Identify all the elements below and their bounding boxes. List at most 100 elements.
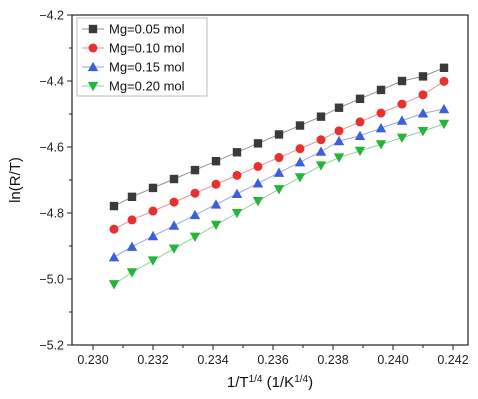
data-point: [273, 185, 285, 195]
legend-item: Mg=0.05 mol: [82, 22, 185, 37]
data-point: [210, 220, 222, 231]
data-point: [169, 174, 179, 184]
x-tick-label: 0.232: [137, 353, 168, 367]
data-point: [190, 165, 200, 175]
legend-marker: [88, 24, 98, 34]
data-point: [294, 156, 306, 167]
data-point: [126, 241, 138, 251]
data-point: [252, 196, 264, 207]
y-tick-label: −5.2: [39, 339, 64, 353]
data-point: [439, 76, 449, 86]
y-tick-label: −4.4: [39, 75, 64, 89]
data-point: [273, 167, 285, 177]
legend-label: Mg=0.05 mol: [109, 22, 185, 37]
x-axis-ticks: 0.230 0.232 0.234 0.236 0.238 0.240 0.242: [77, 345, 469, 367]
data-point: [274, 153, 284, 163]
legend-marker: [88, 43, 98, 53]
data-point: [253, 139, 263, 148]
data-point: [109, 224, 119, 234]
data-point: [376, 85, 386, 95]
data-point: [354, 146, 366, 157]
data-point: [397, 76, 407, 86]
data-point: [316, 135, 326, 145]
data-point: [211, 156, 221, 166]
data-point: [376, 108, 386, 118]
data-point: [438, 119, 450, 130]
data-point: [438, 103, 450, 114]
y-tick-label: −5.0: [39, 273, 64, 287]
data-point: [147, 256, 159, 266]
data-point: [355, 117, 365, 127]
data-point: [127, 192, 137, 202]
data-point: [253, 161, 263, 171]
legend-label: Mg=0.20 mol: [109, 79, 185, 94]
data-point: [190, 188, 200, 198]
data-point: [126, 268, 138, 278]
legend-item: Mg=0.20 mol: [82, 79, 185, 94]
data-point: [375, 140, 387, 150]
data-point: [108, 280, 120, 290]
data-point: [315, 146, 327, 156]
legend-box-group: [76, 17, 208, 97]
legend-marker: [87, 81, 99, 92]
series-4: [108, 119, 450, 290]
y-axis-ticks: −5.2 −5.0 −4.8 −4.6 −4.4 −4.2: [39, 9, 72, 353]
data-point: [108, 252, 120, 262]
data-point: [397, 99, 407, 109]
y-tick-label: −4.2: [39, 9, 64, 23]
data-point: [355, 94, 365, 104]
series-2: [109, 76, 449, 234]
data-point: [418, 90, 428, 100]
data-point: [148, 183, 158, 193]
y-tick-label: −4.6: [39, 141, 64, 155]
legend-label: Mg=0.15 mol: [109, 60, 185, 75]
data-point: [334, 126, 344, 136]
data-point: [169, 197, 179, 207]
data-point: [354, 130, 366, 140]
legend-frame: [76, 17, 208, 97]
data-point: [295, 144, 305, 154]
data-point: [147, 230, 159, 241]
data-point: [294, 173, 306, 183]
data-point: [168, 220, 180, 230]
y-axis-title: ln(R/T): [7, 157, 24, 203]
x-tick-label: 0.234: [197, 353, 228, 367]
data-point: [418, 72, 428, 81]
data-point: [109, 201, 119, 211]
data-point: [189, 209, 201, 220]
legend-item: Mg=0.10 mol: [82, 41, 185, 56]
series-line: [113, 123, 445, 285]
data-point: [231, 188, 243, 199]
data-point: [232, 148, 242, 157]
data-point: [417, 108, 429, 118]
data-point: [252, 178, 264, 188]
legend-marker: [87, 61, 99, 72]
x-tick-label: 0.236: [257, 353, 288, 367]
data-point: [211, 179, 221, 189]
data-point: [315, 161, 327, 171]
series-3: [108, 103, 450, 262]
data-point: [333, 153, 345, 163]
x-axis-title: 1/T1/4 (1/K1/4): [227, 374, 313, 392]
x-tick-label: 0.238: [317, 353, 348, 367]
legend-label: Mg=0.10 mol: [109, 41, 185, 56]
data-point: [396, 133, 408, 143]
data-point: [316, 112, 326, 121]
legend: Mg=0.05 mol Mg=0.10 mol Mg=0.15 mol Mg=0.20…: [82, 22, 185, 94]
y-tick-label: −4.8: [39, 207, 64, 221]
data-point: [334, 103, 344, 112]
x-tick-label: 0.242: [437, 353, 468, 367]
data-point: [189, 232, 201, 242]
data-point: [333, 135, 345, 146]
data-point: [295, 121, 305, 130]
series-layer: [108, 63, 450, 290]
data-point: [231, 208, 243, 219]
data-point: [168, 244, 180, 254]
data-point: [396, 115, 408, 125]
data-point: [232, 170, 242, 180]
data-point: [375, 122, 387, 133]
data-point: [127, 215, 137, 225]
data-point: [274, 130, 284, 139]
data-point: [148, 206, 158, 216]
data-point: [210, 199, 222, 209]
